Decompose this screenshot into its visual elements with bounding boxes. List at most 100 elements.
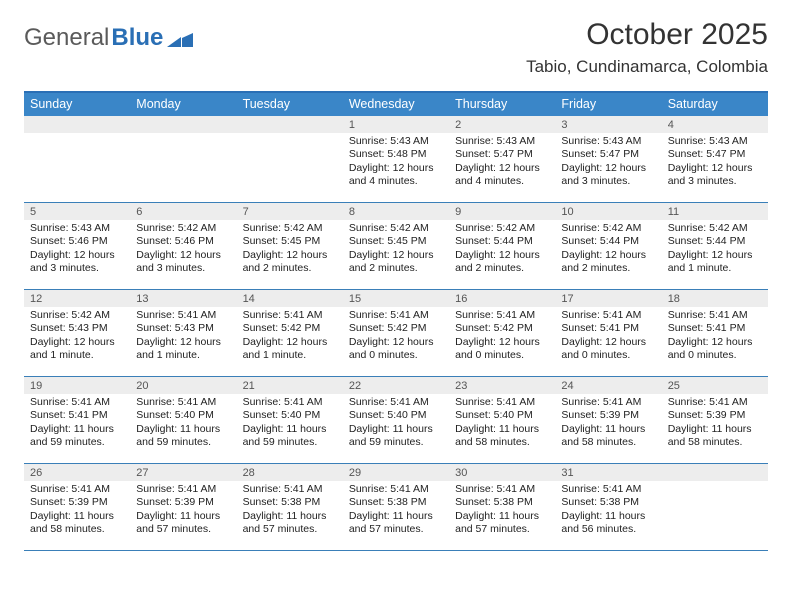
sunset-line: Sunset: 5:47 PM (668, 148, 762, 161)
calendar-day-cell: 7Sunrise: 5:42 AMSunset: 5:45 PMDaylight… (237, 203, 343, 289)
day-details: Sunrise: 5:42 AMSunset: 5:45 PMDaylight:… (237, 220, 343, 280)
header-thursday: Thursday (449, 93, 555, 116)
day-number: 27 (130, 464, 236, 481)
sunrise-line: Sunrise: 5:43 AM (561, 135, 655, 148)
sunrise-line: Sunrise: 5:41 AM (30, 483, 124, 496)
calendar-day-cell: 26Sunrise: 5:41 AMSunset: 5:39 PMDayligh… (24, 464, 130, 550)
header-tuesday: Tuesday (237, 93, 343, 116)
daylight-line: Daylight: 12 hours and 3 minutes. (30, 249, 124, 276)
sunset-line: Sunset: 5:47 PM (455, 148, 549, 161)
month-title: October 2025 (526, 18, 768, 51)
calendar-day-cell: 5Sunrise: 5:43 AMSunset: 5:46 PMDaylight… (24, 203, 130, 289)
day-number: 22 (343, 377, 449, 394)
calendar-week: 12Sunrise: 5:42 AMSunset: 5:43 PMDayligh… (24, 290, 768, 377)
calendar-day-cell: 2Sunrise: 5:43 AMSunset: 5:47 PMDaylight… (449, 116, 555, 202)
calendar-day-cell: 20Sunrise: 5:41 AMSunset: 5:40 PMDayligh… (130, 377, 236, 463)
calendar-day-cell: 8Sunrise: 5:42 AMSunset: 5:45 PMDaylight… (343, 203, 449, 289)
sunset-line: Sunset: 5:43 PM (30, 322, 124, 335)
sunset-line: Sunset: 5:40 PM (455, 409, 549, 422)
daylight-line: Daylight: 11 hours and 59 minutes. (243, 423, 337, 450)
sunrise-line: Sunrise: 5:41 AM (349, 483, 443, 496)
day-number: 26 (24, 464, 130, 481)
day-details: Sunrise: 5:43 AMSunset: 5:48 PMDaylight:… (343, 133, 449, 193)
daylight-line: Daylight: 11 hours and 59 minutes. (30, 423, 124, 450)
daylight-line: Daylight: 12 hours and 1 minute. (136, 336, 230, 363)
sunset-line: Sunset: 5:48 PM (349, 148, 443, 161)
day-details: Sunrise: 5:42 AMSunset: 5:44 PMDaylight:… (662, 220, 768, 280)
header-monday: Monday (130, 93, 236, 116)
daylight-line: Daylight: 12 hours and 0 minutes. (561, 336, 655, 363)
day-number: 12 (24, 290, 130, 307)
sunrise-line: Sunrise: 5:42 AM (30, 309, 124, 322)
daylight-line: Daylight: 11 hours and 58 minutes. (561, 423, 655, 450)
day-number: 3 (555, 116, 661, 133)
day-number: 11 (662, 203, 768, 220)
calendar-day-cell: 31Sunrise: 5:41 AMSunset: 5:38 PMDayligh… (555, 464, 661, 550)
day-details: Sunrise: 5:41 AMSunset: 5:40 PMDaylight:… (130, 394, 236, 454)
daylight-line: Daylight: 12 hours and 1 minute. (668, 249, 762, 276)
sunset-line: Sunset: 5:42 PM (455, 322, 549, 335)
daylight-line: Daylight: 11 hours and 58 minutes. (668, 423, 762, 450)
sunset-line: Sunset: 5:47 PM (561, 148, 655, 161)
day-number: 23 (449, 377, 555, 394)
day-number: 21 (237, 377, 343, 394)
sunrise-line: Sunrise: 5:43 AM (668, 135, 762, 148)
sunrise-line: Sunrise: 5:41 AM (349, 309, 443, 322)
day-details: Sunrise: 5:41 AMSunset: 5:42 PMDaylight:… (237, 307, 343, 367)
day-details: Sunrise: 5:41 AMSunset: 5:40 PMDaylight:… (237, 394, 343, 454)
daylight-line: Daylight: 12 hours and 3 minutes. (561, 162, 655, 189)
calendar-day-cell: 10Sunrise: 5:42 AMSunset: 5:44 PMDayligh… (555, 203, 661, 289)
calendar-week: 5Sunrise: 5:43 AMSunset: 5:46 PMDaylight… (24, 203, 768, 290)
daylight-line: Daylight: 12 hours and 1 minute. (30, 336, 124, 363)
day-number: 25 (662, 377, 768, 394)
logo: GeneralBlue (24, 18, 193, 52)
sunrise-line: Sunrise: 5:43 AM (455, 135, 549, 148)
sunrise-line: Sunrise: 5:42 AM (349, 222, 443, 235)
calendar-day-cell: 25Sunrise: 5:41 AMSunset: 5:39 PMDayligh… (662, 377, 768, 463)
header-saturday: Saturday (662, 93, 768, 116)
sunrise-line: Sunrise: 5:41 AM (349, 396, 443, 409)
day-number: 10 (555, 203, 661, 220)
day-details: Sunrise: 5:41 AMSunset: 5:41 PMDaylight:… (662, 307, 768, 367)
sunset-line: Sunset: 5:40 PM (136, 409, 230, 422)
calendar-day-cell (662, 464, 768, 550)
day-number: 2 (449, 116, 555, 133)
daylight-line: Daylight: 12 hours and 2 minutes. (349, 249, 443, 276)
sunset-line: Sunset: 5:41 PM (668, 322, 762, 335)
sunset-line: Sunset: 5:46 PM (136, 235, 230, 248)
sunset-line: Sunset: 5:43 PM (136, 322, 230, 335)
sunset-line: Sunset: 5:39 PM (668, 409, 762, 422)
day-number: 4 (662, 116, 768, 133)
day-number: 28 (237, 464, 343, 481)
calendar-day-cell: 14Sunrise: 5:41 AMSunset: 5:42 PMDayligh… (237, 290, 343, 376)
daylight-line: Daylight: 11 hours and 59 minutes. (136, 423, 230, 450)
sunrise-line: Sunrise: 5:41 AM (668, 309, 762, 322)
sunrise-line: Sunrise: 5:41 AM (30, 396, 124, 409)
day-details: Sunrise: 5:41 AMSunset: 5:40 PMDaylight:… (343, 394, 449, 454)
day-number: 6 (130, 203, 236, 220)
daylight-line: Daylight: 11 hours and 57 minutes. (136, 510, 230, 537)
day-details: Sunrise: 5:43 AMSunset: 5:47 PMDaylight:… (449, 133, 555, 193)
calendar-day-cell: 4Sunrise: 5:43 AMSunset: 5:47 PMDaylight… (662, 116, 768, 202)
daylight-line: Daylight: 12 hours and 2 minutes. (243, 249, 337, 276)
calendar-day-cell: 12 Sunrise: 5:42 AMSunset: 5:43 PMDayligh… (24, 290, 130, 376)
day-details: Sunrise: 5:42 AMSunset: 5:44 PMDaylight:… (449, 220, 555, 280)
daylight-line: Daylight: 12 hours and 0 minutes. (455, 336, 549, 363)
sunrise-line: Sunrise: 5:41 AM (243, 483, 337, 496)
day-number: 17 (555, 290, 661, 307)
sunset-line: Sunset: 5:38 PM (561, 496, 655, 509)
day-number (662, 464, 768, 481)
daylight-line: Daylight: 12 hours and 0 minutes. (668, 336, 762, 363)
calendar-day-cell: 13Sunrise: 5:41 AMSunset: 5:43 PMDayligh… (130, 290, 236, 376)
sunrise-line: Sunrise: 5:41 AM (455, 309, 549, 322)
daylight-line: Daylight: 11 hours and 56 minutes. (561, 510, 655, 537)
header-friday: Friday (555, 93, 661, 116)
day-number: 14 (237, 290, 343, 307)
header-sunday: Sunday (24, 93, 130, 116)
sunrise-line: Sunrise: 5:42 AM (136, 222, 230, 235)
day-details: Sunrise: 5:41 AMSunset: 5:39 PMDaylight:… (555, 394, 661, 454)
daylight-line: Daylight: 12 hours and 1 minute. (243, 336, 337, 363)
day-number (237, 116, 343, 133)
day-number (24, 116, 130, 133)
sunset-line: Sunset: 5:45 PM (243, 235, 337, 248)
